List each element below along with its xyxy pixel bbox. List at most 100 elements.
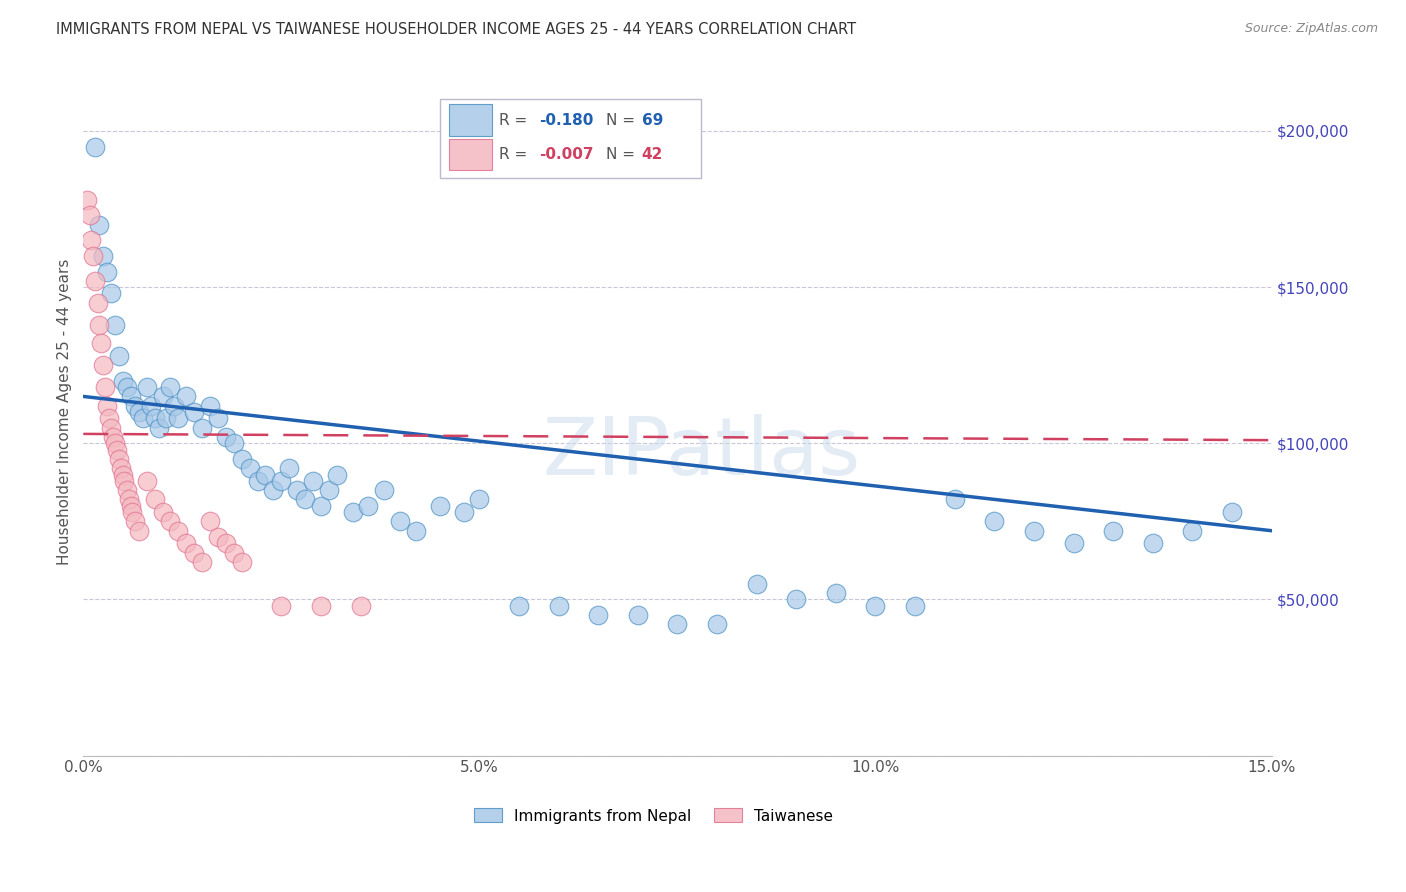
Point xyxy=(79,208,101,222)
Point xyxy=(183,405,205,419)
Point xyxy=(1181,524,1204,538)
Text: 42: 42 xyxy=(641,147,664,162)
Point xyxy=(155,411,177,425)
Point xyxy=(207,530,229,544)
Point xyxy=(108,349,131,363)
Point xyxy=(270,599,292,613)
Text: R =: R = xyxy=(499,147,533,162)
Point xyxy=(294,492,316,507)
Point xyxy=(131,411,153,425)
Point xyxy=(1022,524,1045,538)
Point xyxy=(148,420,170,434)
Point xyxy=(254,467,277,482)
Point xyxy=(103,430,125,444)
Point xyxy=(865,599,887,613)
Text: 69: 69 xyxy=(641,112,664,128)
Point xyxy=(429,499,451,513)
Text: R =: R = xyxy=(499,112,533,128)
Y-axis label: Householder Income Ages 25 - 44 years: Householder Income Ages 25 - 44 years xyxy=(58,259,72,566)
Point xyxy=(118,492,141,507)
Point xyxy=(100,420,122,434)
Text: -0.007: -0.007 xyxy=(540,147,595,162)
Point xyxy=(1220,505,1243,519)
Point xyxy=(96,264,118,278)
Point xyxy=(262,483,284,497)
Text: IMMIGRANTS FROM NEPAL VS TAIWANESE HOUSEHOLDER INCOME AGES 25 - 44 YEARS CORRELA: IMMIGRANTS FROM NEPAL VS TAIWANESE HOUSE… xyxy=(56,22,856,37)
Point xyxy=(270,474,292,488)
FancyBboxPatch shape xyxy=(450,104,492,136)
Point xyxy=(143,411,166,425)
Point xyxy=(943,492,966,507)
Point xyxy=(174,536,197,550)
Point xyxy=(349,599,371,613)
Point xyxy=(115,483,138,497)
Point xyxy=(89,218,111,232)
Point xyxy=(825,586,848,600)
Point xyxy=(207,411,229,425)
Point xyxy=(627,608,650,623)
Point xyxy=(159,514,181,528)
Point xyxy=(84,139,107,153)
Point xyxy=(1063,536,1085,550)
Point xyxy=(114,474,136,488)
Point xyxy=(90,336,112,351)
Point xyxy=(222,545,245,559)
Point xyxy=(508,599,530,613)
Point xyxy=(666,617,689,632)
Point xyxy=(453,505,475,519)
Point xyxy=(1142,536,1164,550)
Point xyxy=(135,474,157,488)
Point xyxy=(124,399,146,413)
Point xyxy=(285,483,308,497)
Point xyxy=(80,233,103,247)
Point xyxy=(215,430,238,444)
FancyBboxPatch shape xyxy=(440,99,702,178)
Point xyxy=(342,505,364,519)
Point xyxy=(309,599,332,613)
Point xyxy=(91,358,114,372)
Point xyxy=(110,461,132,475)
Point xyxy=(128,405,150,419)
Point xyxy=(191,420,214,434)
Point xyxy=(124,514,146,528)
Point xyxy=(373,483,395,497)
Point xyxy=(104,318,127,332)
Point xyxy=(222,436,245,450)
Text: N =: N = xyxy=(606,147,640,162)
Point xyxy=(745,576,768,591)
Point xyxy=(191,555,214,569)
FancyBboxPatch shape xyxy=(450,138,492,170)
Point xyxy=(586,608,609,623)
Point xyxy=(231,555,253,569)
Point xyxy=(108,451,131,466)
Point xyxy=(405,524,427,538)
Point xyxy=(86,295,108,310)
Text: -0.180: -0.180 xyxy=(540,112,593,128)
Point xyxy=(174,389,197,403)
Legend: Immigrants from Nepal, Taiwanese: Immigrants from Nepal, Taiwanese xyxy=(474,808,832,823)
Point xyxy=(100,286,122,301)
Point xyxy=(246,474,269,488)
Point xyxy=(128,524,150,538)
Point xyxy=(1102,524,1125,538)
Point xyxy=(302,474,325,488)
Text: N =: N = xyxy=(606,112,640,128)
Point xyxy=(389,514,412,528)
Point xyxy=(115,380,138,394)
Point xyxy=(82,249,104,263)
Point xyxy=(139,399,162,413)
Point xyxy=(120,389,142,403)
Point xyxy=(120,499,142,513)
Point xyxy=(159,380,181,394)
Point xyxy=(121,505,143,519)
Point xyxy=(167,524,190,538)
Point xyxy=(152,389,174,403)
Point xyxy=(198,399,221,413)
Point xyxy=(183,545,205,559)
Point xyxy=(785,592,807,607)
Point xyxy=(468,492,491,507)
Point xyxy=(547,599,569,613)
Point xyxy=(89,318,111,332)
Point xyxy=(96,399,118,413)
Point xyxy=(167,411,190,425)
